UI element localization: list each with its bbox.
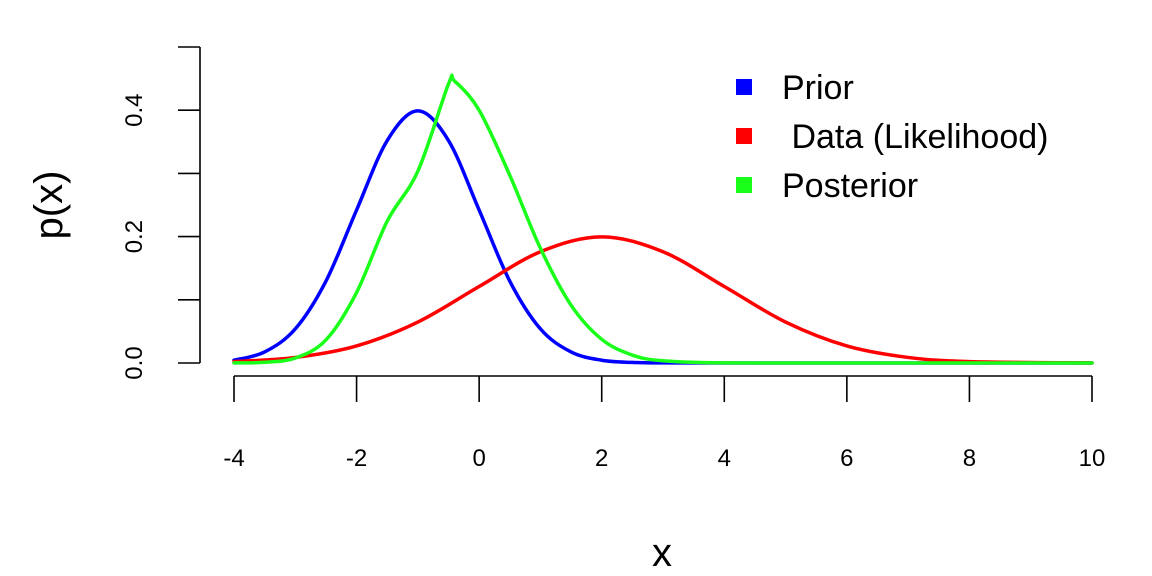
y-tick-label: 0.2: [121, 220, 148, 253]
series-line-data-likelihood: [232, 235, 1094, 365]
x-tick-label: 2: [595, 445, 608, 472]
legend-swatch: [736, 128, 752, 144]
x-axis: -4 -2 0 2 4 6 8 10: [223, 375, 1106, 472]
legend-swatch: [736, 79, 752, 95]
y-axis: 0.0 0.2 0.4: [121, 46, 201, 380]
x-tick-label: 10: [1079, 445, 1106, 472]
y-tick-label: 0.0: [121, 346, 148, 379]
legend: Prior Data (Likelihood) Posterior: [736, 69, 1048, 205]
x-tick-label: 8: [963, 445, 976, 472]
x-tick-label: 6: [840, 445, 853, 472]
legend-swatch: [736, 177, 752, 193]
series-line-posterior: [232, 73, 1094, 365]
x-tick-label: 0: [472, 445, 485, 472]
x-tick-label: -4: [223, 445, 244, 472]
legend-label: Posterior: [782, 167, 918, 205]
x-axis-title: x: [652, 531, 672, 575]
x-tick-label: -2: [346, 445, 367, 472]
legend-label: Prior: [782, 69, 854, 107]
legend-label: Data (Likelihood): [782, 118, 1048, 156]
series-layer: [232, 73, 1094, 365]
y-axis-title: p(x): [27, 171, 71, 240]
y-tick-label: 0.4: [121, 94, 148, 127]
x-tick-label: 4: [718, 445, 731, 472]
